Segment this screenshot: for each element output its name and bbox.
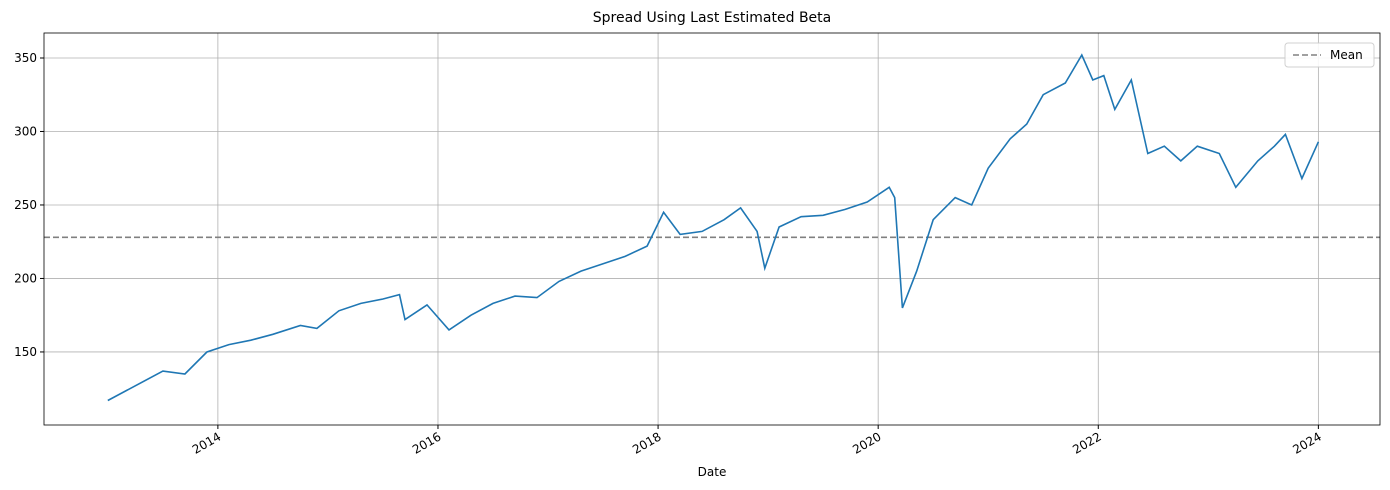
y-tick-label: 300 [14,124,37,138]
y-tick-label: 350 [14,51,37,65]
y-tick-label: 150 [14,345,37,359]
x-tick-label: 2020 [850,429,883,456]
x-axis-label: Date [698,465,727,479]
x-tick-label: 2024 [1290,429,1323,456]
x-tick-label: 2022 [1070,429,1103,456]
y-tick-label: 200 [14,271,37,285]
chart-title: Spread Using Last Estimated Beta [593,10,831,26]
x-tick-label: 2016 [410,429,443,456]
x-tick-label: 2018 [630,429,663,456]
legend-label: Mean [1330,48,1363,62]
x-tick-label: 2014 [190,429,223,456]
axes-frame [43,32,1381,426]
y-tick-label: 250 [14,198,37,212]
legend-box [1284,42,1375,68]
data-line [107,53,1320,402]
